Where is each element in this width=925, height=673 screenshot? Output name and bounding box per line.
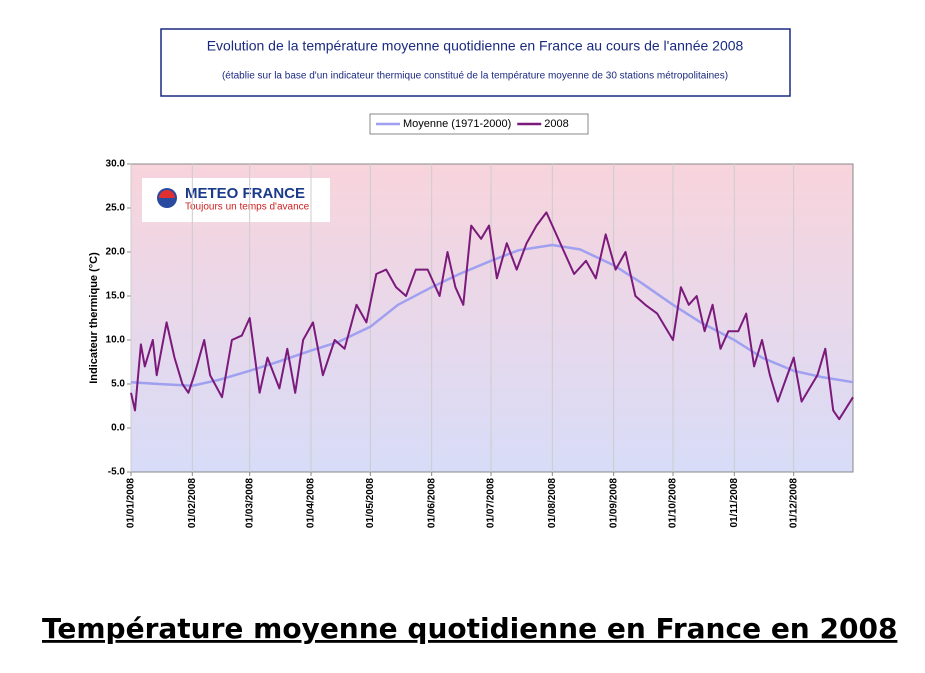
x-tick-label: 01/04/2008 <box>306 478 317 528</box>
y-tick-label: 30.0 <box>106 159 126 170</box>
y-tick-label: 20.0 <box>106 247 126 258</box>
y-tick-label: 0.0 <box>111 423 125 434</box>
x-tick-label: 01/09/2008 <box>608 478 619 528</box>
caption: Température moyenne quotidienne en Franc… <box>42 612 897 645</box>
y-tick-label: 5.0 <box>111 379 125 390</box>
x-tick-label: 01/03/2008 <box>244 478 255 528</box>
logo-icon <box>159 190 175 198</box>
series-line <box>130 211 854 421</box>
y-tick-label: 15.0 <box>106 291 126 302</box>
x-tick-label: 01/02/2008 <box>187 478 198 528</box>
x-tick-label: 01/11/2008 <box>729 478 740 528</box>
title-box <box>160 28 791 97</box>
y-tick-label: 25.0 <box>106 203 126 214</box>
legend-label: 2008 <box>544 118 568 130</box>
x-tick-label: 01/01/2008 <box>126 478 137 528</box>
legend <box>369 113 589 135</box>
x-tick-label: 01/12/2008 <box>788 478 799 528</box>
plot-area <box>130 163 854 473</box>
legend-label: Moyenne (1971-2000) <box>403 118 511 130</box>
chart-title: Evolution de la température moyenne quot… <box>207 38 744 54</box>
chart-subtitle: (établie sur la base d'un indicateur the… <box>222 71 728 82</box>
logo-name: METEO FRANCE <box>185 185 305 202</box>
logo: METEO FRANCE Toujours un temps d'avance <box>142 178 330 222</box>
x-tick-label: 01/10/2008 <box>668 478 679 528</box>
y-axis-label: Indicateur thermique (°C) <box>88 252 100 384</box>
x-tick-label: 01/05/2008 <box>365 478 376 528</box>
series-line <box>130 243 854 388</box>
x-tick-label: 01/07/2008 <box>486 478 497 528</box>
y-tick-label: 10.0 <box>106 335 126 346</box>
x-tick-label: 01/08/2008 <box>547 478 558 528</box>
logo-tagline: Toujours un temps d'avance <box>185 202 310 213</box>
x-tick-label: 01/06/2008 <box>426 478 437 528</box>
y-tick-label: -5.0 <box>108 467 126 478</box>
